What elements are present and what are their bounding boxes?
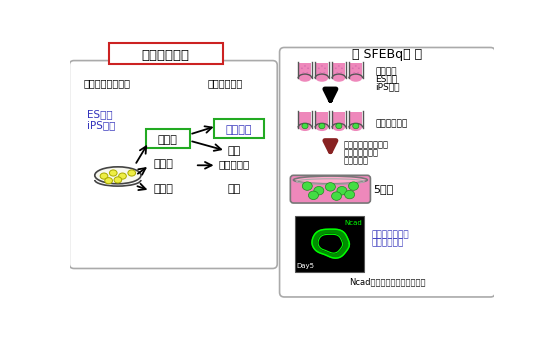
Ellipse shape	[319, 123, 325, 129]
Text: 表皮: 表皮	[227, 146, 240, 156]
Text: 5日後: 5日後	[373, 184, 394, 194]
Ellipse shape	[336, 123, 342, 129]
Text: 内臓: 内臓	[227, 184, 240, 194]
Ellipse shape	[109, 170, 117, 176]
Ellipse shape	[358, 68, 360, 69]
Ellipse shape	[100, 173, 108, 179]
Ellipse shape	[341, 68, 343, 69]
Ellipse shape	[301, 68, 303, 69]
Ellipse shape	[323, 72, 325, 74]
Bar	[350, 63, 362, 78]
FancyBboxPatch shape	[146, 129, 190, 148]
Bar	[333, 112, 345, 127]
FancyBboxPatch shape	[109, 43, 223, 65]
Ellipse shape	[350, 75, 362, 82]
Ellipse shape	[104, 178, 112, 184]
Ellipse shape	[114, 177, 122, 183]
Ellipse shape	[352, 68, 354, 69]
Text: 中胚葉: 中胚葉	[153, 159, 173, 169]
Polygon shape	[318, 234, 343, 253]
Ellipse shape	[314, 187, 324, 195]
Bar	[316, 63, 328, 78]
Text: 内胚葉: 内胚葉	[153, 184, 173, 194]
Text: 心臓・筋肉: 心臓・筋肉	[219, 159, 250, 169]
Bar	[299, 112, 311, 127]
FancyBboxPatch shape	[214, 119, 264, 138]
Ellipse shape	[320, 72, 321, 74]
Ellipse shape	[345, 190, 355, 199]
Ellipse shape	[340, 72, 342, 74]
Ellipse shape	[304, 65, 306, 67]
Ellipse shape	[355, 65, 357, 67]
Ellipse shape	[333, 75, 345, 82]
Ellipse shape	[353, 123, 359, 129]
Text: 神経細胞: 神経細胞	[226, 125, 252, 135]
Ellipse shape	[332, 192, 342, 200]
Text: － SFEBq法 －: － SFEBq法 －	[353, 48, 422, 61]
Ellipse shape	[318, 68, 320, 69]
Text: 高効率に分化: 高効率に分化	[372, 239, 404, 247]
Text: 含まない培養液: 含まない培養液	[343, 148, 378, 158]
Ellipse shape	[307, 68, 309, 69]
Ellipse shape	[302, 72, 304, 74]
Ellipse shape	[309, 191, 318, 199]
Text: iPS細胞: iPS細胞	[87, 120, 116, 130]
Ellipse shape	[302, 182, 312, 190]
Text: 《分化細胞》: 《分化細胞》	[207, 78, 243, 88]
Polygon shape	[312, 229, 349, 258]
Ellipse shape	[335, 68, 337, 69]
Text: Ncad: Ncad	[344, 220, 362, 226]
FancyBboxPatch shape	[69, 61, 277, 268]
Ellipse shape	[350, 124, 362, 131]
Text: 血清や増殖因子等を: 血清や増殖因子等を	[343, 141, 388, 150]
Text: 外胚葉: 外胚葉	[158, 135, 178, 145]
Bar	[350, 112, 362, 127]
Ellipse shape	[299, 75, 311, 82]
Text: ES細胞: ES細胞	[87, 109, 113, 119]
FancyBboxPatch shape	[279, 48, 495, 297]
Text: 《多能性幹細胞》: 《多能性幹細胞》	[84, 78, 131, 88]
Ellipse shape	[338, 65, 340, 67]
Ellipse shape	[353, 72, 355, 74]
Text: Ncad＝神経前駆細胞マーカー: Ncad＝神経前駆細胞マーカー	[349, 277, 426, 286]
FancyBboxPatch shape	[290, 175, 371, 203]
Text: で浮遊培養: で浮遊培養	[343, 156, 368, 165]
Ellipse shape	[337, 187, 347, 195]
Text: 分散した: 分散した	[375, 67, 397, 76]
Bar	[333, 63, 345, 78]
Ellipse shape	[324, 68, 326, 69]
Text: iPS細胞: iPS細胞	[375, 82, 399, 91]
Ellipse shape	[294, 176, 367, 184]
Ellipse shape	[357, 72, 359, 74]
Text: 試験管内分化: 試験管内分化	[141, 49, 190, 62]
Ellipse shape	[128, 170, 135, 176]
Text: Day5: Day5	[296, 263, 315, 269]
Ellipse shape	[337, 72, 338, 74]
Ellipse shape	[333, 124, 345, 131]
Bar	[299, 63, 311, 78]
Ellipse shape	[302, 123, 308, 129]
Ellipse shape	[349, 182, 359, 190]
Text: 神経前駆細胞へ: 神経前駆細胞へ	[372, 230, 410, 239]
Ellipse shape	[321, 65, 323, 67]
Ellipse shape	[299, 124, 311, 131]
Ellipse shape	[326, 183, 336, 191]
Bar	[295, 216, 364, 271]
Ellipse shape	[306, 72, 308, 74]
Ellipse shape	[119, 173, 126, 179]
Text: ES細胞: ES細胞	[375, 75, 397, 83]
Text: 凝集塗を形成: 凝集塗を形成	[375, 119, 408, 128]
Ellipse shape	[95, 167, 141, 184]
Ellipse shape	[316, 124, 328, 131]
Bar	[316, 112, 328, 127]
Ellipse shape	[316, 75, 328, 82]
